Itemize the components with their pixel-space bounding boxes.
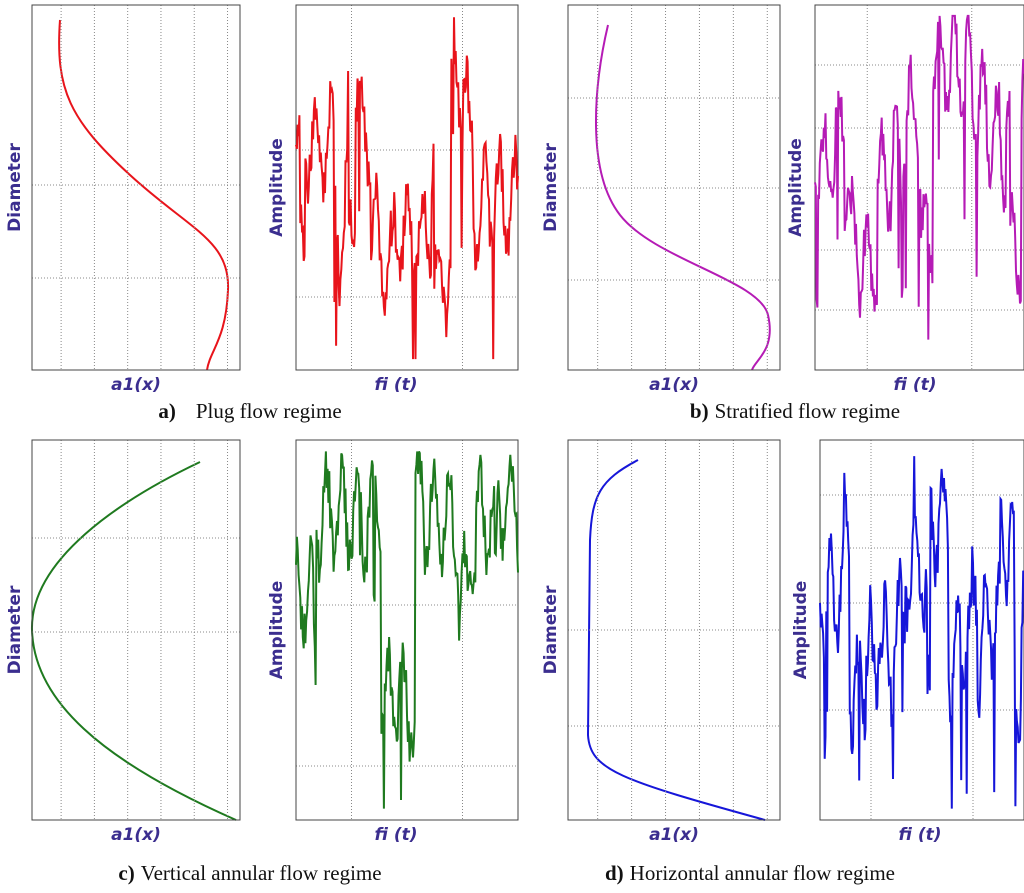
profile-curve bbox=[586, 459, 766, 821]
signal-curve bbox=[814, 14, 1024, 340]
signal-plot bbox=[819, 439, 1024, 821]
x-axis-label: a1(x) bbox=[649, 375, 699, 395]
y-axis-label: Diameter bbox=[5, 585, 25, 674]
signal-plot bbox=[295, 439, 519, 821]
y-axis-label: Amplitude bbox=[267, 581, 287, 680]
caption-letter: c) bbox=[118, 861, 134, 885]
caption-text: Stratified flow regime bbox=[715, 399, 900, 423]
y-axis-label: Amplitude bbox=[791, 581, 811, 680]
caption: b) Stratified flow regime bbox=[690, 399, 900, 423]
caption-text: Horizontal annular flow regime bbox=[630, 861, 895, 885]
y-axis-label: Diameter bbox=[541, 585, 561, 674]
x-axis-label: fi (t) bbox=[894, 375, 937, 395]
caption: a) Plug flow regime bbox=[158, 399, 341, 423]
profile-curve bbox=[595, 24, 771, 371]
y-axis-label: Diameter bbox=[5, 143, 25, 232]
profile-plot bbox=[567, 4, 781, 371]
signal-curve bbox=[819, 456, 1024, 809]
x-axis-label: a1(x) bbox=[649, 825, 699, 845]
caption-text: Vertical annular flow regime bbox=[141, 861, 382, 885]
signal-curve bbox=[295, 450, 519, 809]
caption-letter: d) bbox=[605, 861, 624, 885]
y-axis-label: Diameter bbox=[541, 143, 561, 232]
y-axis-label: Amplitude bbox=[267, 138, 287, 237]
y-axis-label: Amplitude bbox=[786, 138, 806, 237]
x-axis-label: a1(x) bbox=[111, 825, 161, 845]
x-axis-label: fi (t) bbox=[375, 375, 418, 395]
caption: d) Horizontal annular flow regime bbox=[605, 861, 895, 885]
x-axis-label: fi (t) bbox=[375, 825, 418, 845]
caption-letter: a) bbox=[158, 399, 176, 423]
profile-plot bbox=[567, 439, 781, 821]
caption-letter: b) bbox=[690, 399, 709, 423]
caption-text: Plug flow regime bbox=[196, 399, 342, 423]
x-axis-label: a1(x) bbox=[111, 375, 161, 395]
x-axis-label: fi (t) bbox=[899, 825, 942, 845]
caption: c) Vertical annular flow regime bbox=[118, 861, 381, 885]
profile-curve bbox=[58, 19, 230, 371]
signal-curve bbox=[295, 17, 519, 360]
profile-plot bbox=[31, 4, 241, 371]
profile-curve bbox=[30, 461, 237, 821]
profile-plot bbox=[31, 439, 241, 821]
